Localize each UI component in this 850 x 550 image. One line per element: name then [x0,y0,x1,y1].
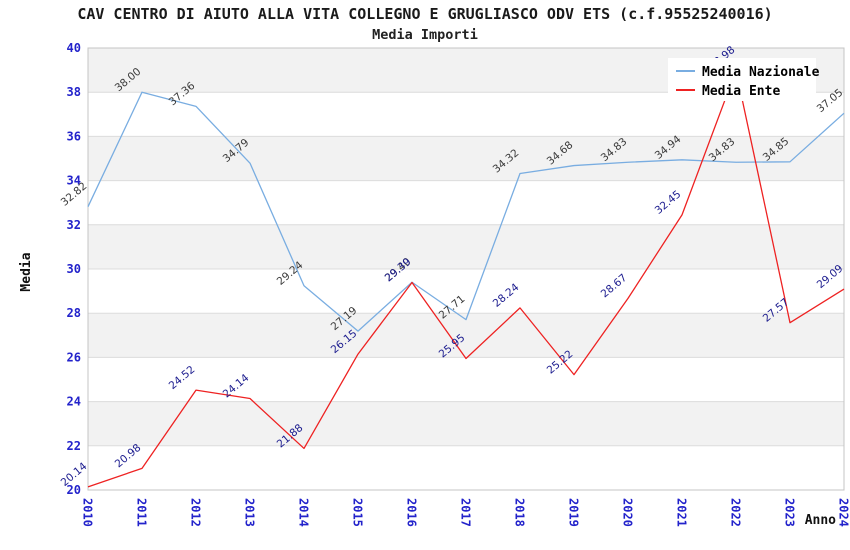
series-line-nazionale [87,91,845,332]
legend-label-nazionale: Media Nazionale [702,65,820,80]
x-tick-label: 2017 [459,498,473,527]
x-tick-label: 2018 [513,498,527,527]
x-axis-label: Anno [805,513,836,528]
y-tick-label: 24 [67,395,81,409]
legend-box [668,58,816,101]
x-tick-label: 2011 [135,498,149,527]
plot-border [87,47,845,491]
legend: Media Nazionale Media Ente [668,58,820,101]
legend-label-ente: Media Ente [702,84,780,99]
y-tick-label: 40 [67,41,81,55]
y-tick-label: 32 [67,218,81,232]
x-tick-label: 2020 [621,498,635,527]
y-tick-label: 36 [67,129,81,143]
y-tick-label: 34 [67,174,81,188]
y-tick-label: 22 [67,439,81,453]
x-tick-label: 2024 [837,498,850,527]
y-tick-label: 26 [67,350,81,364]
x-tick-label: 2022 [729,498,743,527]
y-tick-label: 38 [67,85,81,99]
y-tick-label: 20 [67,483,81,497]
point-label-ente: 28.24 [491,281,522,310]
x-tick-label: 2019 [567,498,581,527]
point-label-ente: 32.45 [653,188,684,217]
x-tick-label: 2015 [351,498,365,527]
point-label-ente: 24.52 [167,364,198,393]
x-tick-label: 2023 [783,498,797,527]
chart-subtitle: Media Importi [372,27,478,43]
x-tick-label: 2021 [675,498,689,527]
y-tick-label: 30 [67,262,81,276]
background-band [88,136,844,181]
series-line-ente [87,69,845,488]
chart-title: CAV CENTRO DI AIUTO ALLA VITA COLLEGNO E… [77,5,772,23]
background-band [88,401,844,446]
y-tick-label: 28 [67,306,81,320]
y-axis-label: Media [19,252,34,291]
x-tick-label: 2010 [81,498,95,527]
x-tick-label: 2012 [189,498,203,527]
x-tick-label: 2013 [243,498,257,527]
point-label-ente: 28.67 [599,272,630,301]
background-band [88,313,844,358]
x-tick-label: 2014 [297,498,311,527]
x-tick-label: 2016 [405,498,419,527]
background-band [88,224,844,269]
